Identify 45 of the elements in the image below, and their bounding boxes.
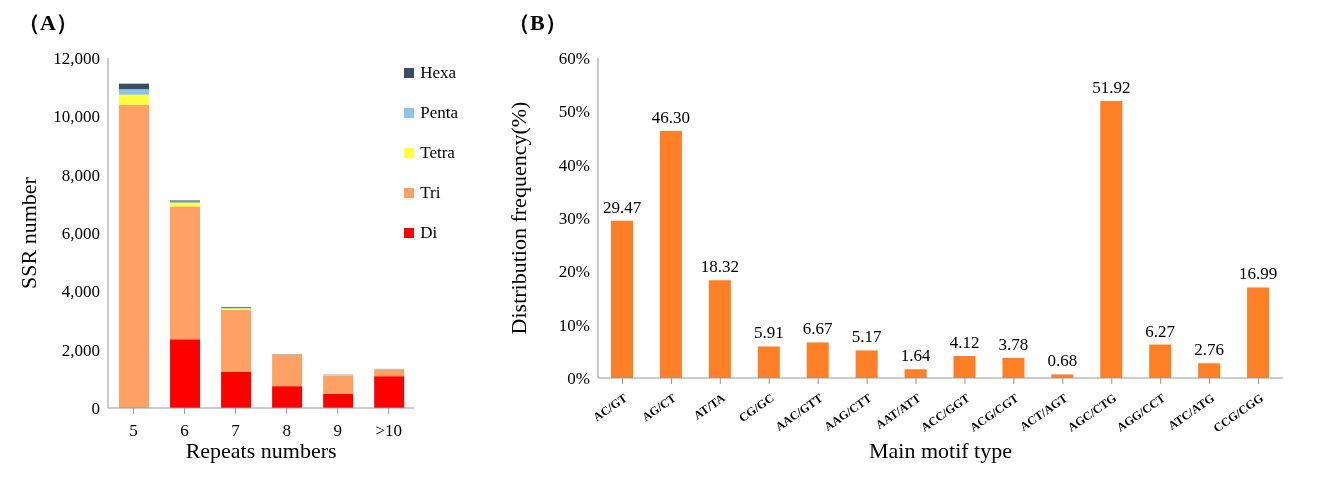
y-tick-label: 8,000 xyxy=(61,165,100,185)
y-tick-label: 30% xyxy=(558,209,590,229)
x-tick-label: 9 xyxy=(333,420,342,440)
x-tick-label: 8 xyxy=(282,420,291,440)
y-tick-label: 10,000 xyxy=(53,107,100,127)
y-axis-title: SSR number xyxy=(15,176,41,289)
y-tick-label: 0% xyxy=(567,369,590,389)
x-tick-label: 7 xyxy=(231,420,241,440)
y-tick-label: 10% xyxy=(558,315,590,335)
data-label: 0.68 xyxy=(1047,351,1078,371)
x-tick-label: 6 xyxy=(180,420,189,440)
x-tick-label: >10 xyxy=(375,420,402,440)
x-axis-title: Repeats numbers xyxy=(185,438,337,463)
x-axis-title: Main motif type xyxy=(869,438,1012,463)
legend-label: Penta xyxy=(420,103,458,123)
data-label: 5.17 xyxy=(851,327,883,347)
y-tick-label: 40% xyxy=(558,155,590,175)
legend-label: Tri xyxy=(420,183,441,203)
data-label: 16.99 xyxy=(1238,264,1278,284)
data-label: 5.91 xyxy=(753,323,784,343)
legend-label: Hexa xyxy=(420,63,457,83)
data-label: 4.12 xyxy=(949,333,980,353)
x-tick-label: 5 xyxy=(129,420,138,440)
data-label: 1.64 xyxy=(900,346,931,366)
data-label: 6.27 xyxy=(1145,321,1176,341)
y-axis-title: Distribution frequency(%) xyxy=(505,101,531,335)
y-tick-label: 20% xyxy=(558,262,590,282)
y-tick-label: 2,000 xyxy=(61,340,100,360)
data-label: 51.92 xyxy=(1092,78,1131,98)
chart-title: （A） xyxy=(18,9,78,37)
y-tick-label: 0 xyxy=(91,399,100,419)
y-tick-label: 6,000 xyxy=(61,224,100,244)
data-label: 46.30 xyxy=(651,108,691,128)
data-label: 6.67 xyxy=(802,319,834,339)
data-label: 2.76 xyxy=(1194,340,1225,360)
y-tick-label: 12,000 xyxy=(53,49,100,69)
chart-title: （B） xyxy=(508,9,567,37)
legend-label: Tetra xyxy=(420,143,455,163)
data-label: 29.47 xyxy=(602,197,642,217)
data-label: 3.78 xyxy=(998,334,1029,354)
y-tick-label: 60% xyxy=(558,49,590,69)
y-tick-label: 4,000 xyxy=(61,282,100,302)
legend-label: Di xyxy=(420,223,438,243)
y-tick-label: 50% xyxy=(558,102,590,122)
data-label: 18.32 xyxy=(700,257,739,277)
